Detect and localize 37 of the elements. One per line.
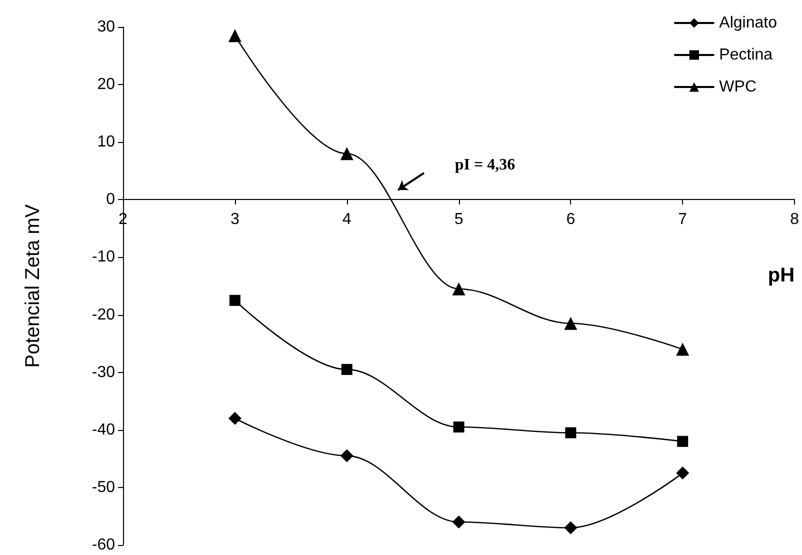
point — [564, 316, 578, 330]
point — [565, 427, 576, 438]
point — [340, 147, 354, 160]
y-tick-label: -30 — [92, 364, 116, 381]
y-tick-label: -10 — [92, 248, 116, 266]
point — [228, 412, 242, 425]
x-tick-label: 5 — [454, 211, 464, 228]
point — [453, 422, 464, 433]
y-tick-label: -60 — [92, 536, 116, 554]
x-axis-title: pH — [768, 264, 795, 287]
x-tick-label: 7 — [678, 211, 688, 228]
point — [676, 466, 690, 480]
y-tick-label: -20 — [92, 306, 116, 324]
y-tick-label: -40 — [92, 421, 116, 438]
point — [340, 449, 354, 462]
legend-label: Alginato — [719, 14, 778, 32]
y-tick-label: 0 — [106, 191, 116, 208]
y-tick-label: -50 — [92, 478, 116, 496]
legend-label: WPC — [719, 78, 757, 96]
point — [452, 515, 466, 528]
x-tick-label: 6 — [566, 211, 576, 228]
y-axis-title: Potencial Zeta mV — [22, 204, 44, 368]
x-tick-label: 3 — [230, 211, 240, 228]
y-tick-label: 20 — [97, 76, 116, 94]
x-tick-label: 4 — [342, 211, 352, 228]
y-tick-label: 30 — [97, 18, 116, 36]
x-tick-label: 8 — [790, 211, 800, 228]
point — [676, 342, 690, 356]
point — [452, 282, 466, 296]
annotation: pI = 4,36 — [454, 156, 516, 174]
y-tick-label: 10 — [97, 134, 116, 151]
point — [564, 521, 578, 534]
point — [341, 364, 352, 375]
point — [228, 29, 242, 42]
point — [229, 294, 240, 306]
point — [677, 436, 688, 447]
legend-label: Pectina — [719, 46, 773, 64]
